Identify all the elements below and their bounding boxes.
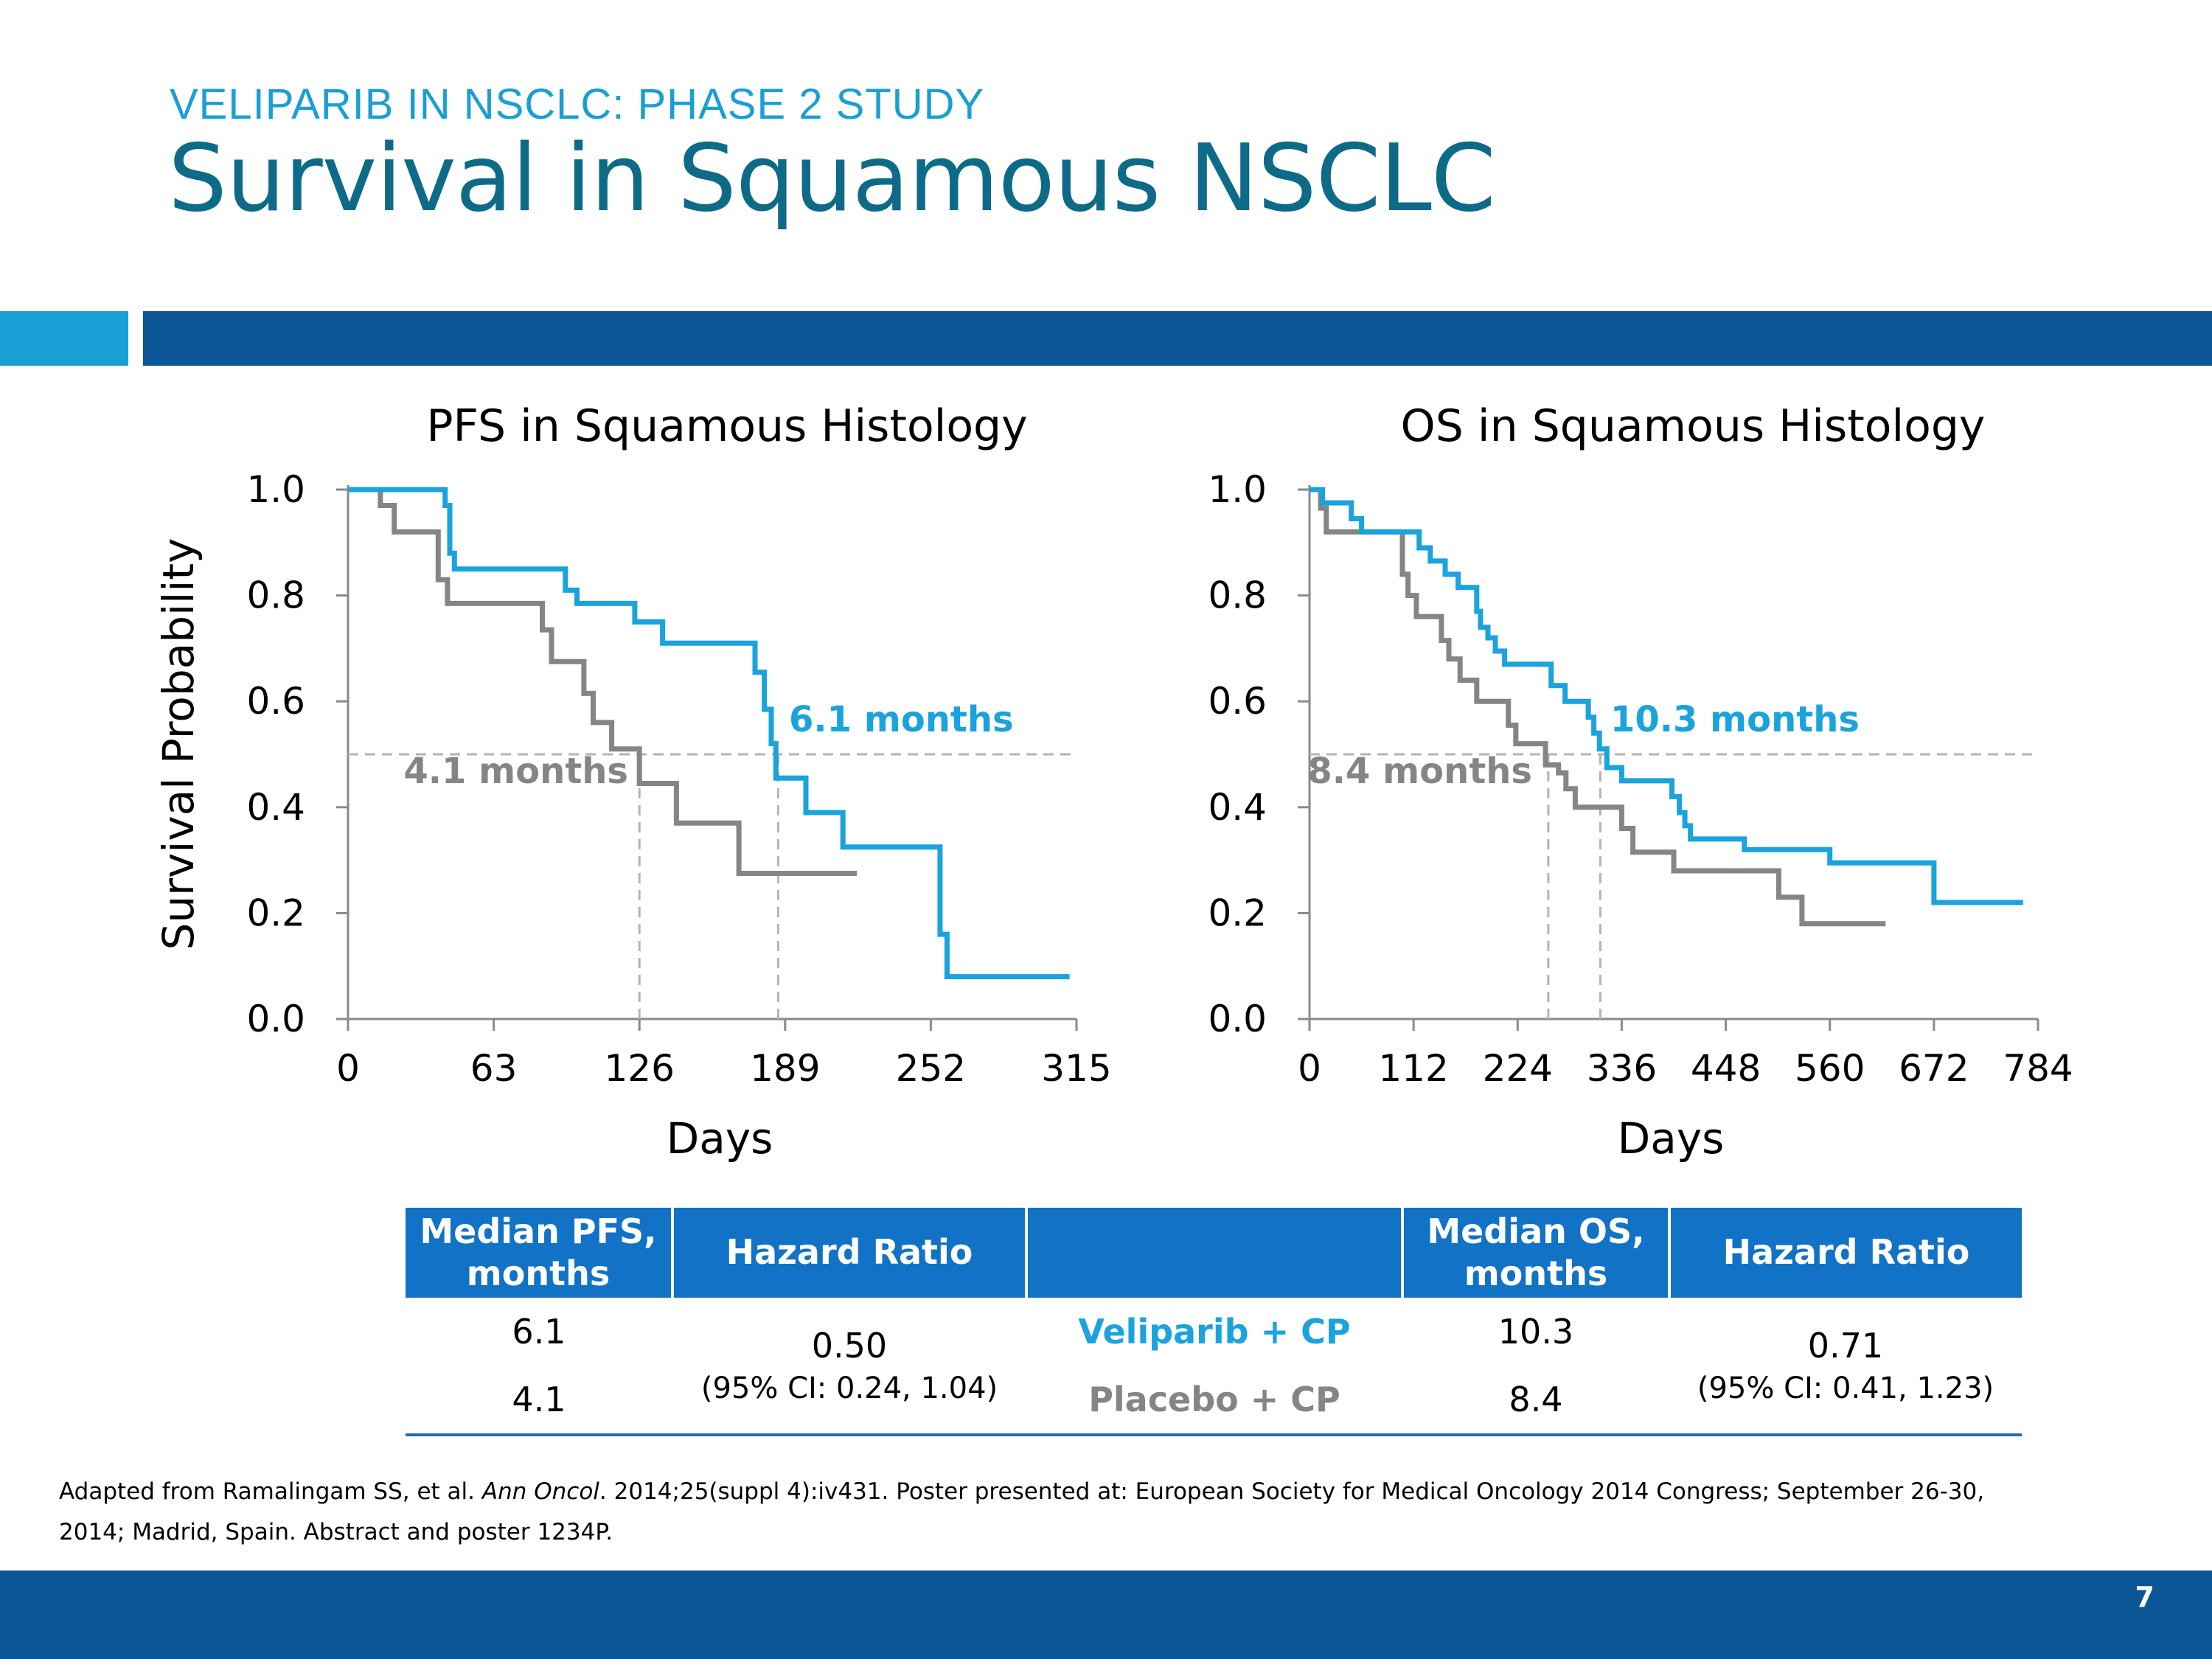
os-y-tick-label: 0.2 [1208,891,1267,934]
header-band [143,311,2212,366]
pfs-median-label-placebo: 4.1 months [403,751,628,792]
footnote-text-rest: . 2014;25(suppl 4):iv431. Poster present… [59,1478,1985,1545]
pfs-y-tick-label: 1.0 [246,468,305,511]
os-x-tick-label: 784 [2003,1047,2073,1090]
pfs-x-tick-label: 63 [470,1047,518,1090]
pfs-y-tick-label: 0.0 [246,998,305,1040]
pfs-curve-placebo [348,487,857,876]
pfs-hazard-ratio-ci: (95% CI: 0.24, 1.04) [700,1371,998,1405]
footer-band [0,1571,2212,1659]
pfs-x-tick-label: 126 [604,1047,674,1090]
os-hazard-ratio-cell: 0.71 (95% CI: 0.41, 1.23) [1669,1298,2022,1436]
os-median-label-placebo: 8.4 months [1307,751,1532,792]
header-median-os: Median OS, months [1401,1208,1669,1298]
pfs-chart-title: PFS in Squamous Histology [426,400,1027,452]
os-x-tick-label: 0 [1298,1047,1321,1090]
header-pfs-hazard-ratio-text: Hazard Ratio [726,1232,973,1273]
os-y-tick-label: 0.8 [1208,574,1267,617]
os-hazard-ratio-value: 0.71 [1807,1326,1884,1366]
os-curve-veliparib [1310,487,2023,905]
os-x-tick-label: 112 [1378,1047,1448,1090]
header-median-pfs: Median PFS, months [406,1208,672,1298]
pfs-x-tick-label: 0 [336,1047,360,1090]
page-number: 7 [2135,1581,2154,1613]
table-header-row: Median PFS, months Hazard Ratio Median O… [406,1208,2022,1298]
pfs-curve-veliparib [348,487,1070,980]
header-os-hazard-ratio-text: Hazard Ratio [1722,1232,1970,1273]
os-x-tick-label: 448 [1691,1047,1761,1090]
header-os-hazard-ratio: Hazard Ratio [1668,1208,2022,1298]
arm-label-placebo: Placebo + CP [1026,1366,1402,1436]
footnote: Adapted from Ramalingam SS, et al. Ann O… [59,1472,2050,1553]
median-pfs-cell: 6.1 [512,1312,566,1352]
os-y-tick-label: 0.0 [1208,998,1267,1040]
pfs-hazard-ratio-value: 0.50 [811,1326,888,1366]
os-y-tick-label: 0.4 [1208,786,1267,829]
pfs-x-tick-label: 252 [896,1047,966,1090]
table-row: 6.1 0.50 (95% CI: 0.24, 1.04) Veliparib … [406,1298,2022,1436]
footnote-journal: Ann Oncol [481,1478,599,1505]
header-median-pfs-text: Median PFS, months [420,1211,657,1294]
pfs-median-label-veliparib: 6.1 months [789,699,1014,740]
survival-charts: PFS in Squamous Histology 0.0 0.2 0.4 0.6 0.8… [153,400,2073,1164]
os-median-label-veliparib: 10.3 months [1610,699,1860,740]
os-x-tick-label: 336 [1587,1047,1657,1090]
header-accent-band [0,311,128,366]
table-row: 4.1 Placebo + CP 8.4 [406,1366,2022,1436]
pfs-y-tick-label: 0.8 [246,574,305,617]
os-x-axis-label: Days [1618,1113,1725,1164]
header-median-os-text: Median OS, months [1427,1211,1645,1294]
summary-table: Median PFS, months Hazard Ratio Median O… [406,1208,2022,1436]
slide-title: Survival in Squamous NSCLC [168,124,1496,232]
os-y-tick-label: 0.6 [1208,680,1267,723]
median-pfs-cell: 4.1 [406,1366,672,1436]
os-curve-placebo [1310,487,1886,927]
pfs-x-tick-label: 189 [750,1047,820,1090]
os-chart-title: OS in Squamous Histology [1401,400,1986,452]
pfs-y-tick-label: 0.6 [246,680,305,723]
pfs-y-tick-label: 0.2 [246,891,305,934]
pfs-y-axis-label: Survival Probability [153,538,204,950]
header-pfs-hazard-ratio: Hazard Ratio [671,1208,1026,1298]
os-x-tick-label: 672 [1899,1047,1969,1090]
pfs-y-tick-label: 0.4 [246,786,305,829]
arm-label-veliparib: Veliparib + CP [1078,1312,1351,1352]
os-hazard-ratio-ci: (95% CI: 0.41, 1.23) [1697,1371,1994,1405]
median-os-cell: 8.4 [1402,1366,1669,1436]
os-x-tick-label: 224 [1483,1047,1553,1090]
pfs-hazard-ratio-cell: 0.50 (95% CI: 0.24, 1.04) [672,1298,1026,1436]
pfs-x-tick-label: 315 [1041,1047,1111,1090]
slide-subtitle: VELIPARIB IN NSCLC: PHASE 2 STUDY [170,80,985,128]
pfs-x-axis-label: Days [667,1113,773,1164]
footnote-text: Adapted from Ramalingam SS, et al. [59,1478,482,1505]
header-arm [1025,1208,1402,1298]
os-x-tick-label: 560 [1795,1047,1865,1090]
os-y-tick-label: 1.0 [1208,468,1267,511]
median-os-cell: 10.3 [1498,1312,1574,1352]
